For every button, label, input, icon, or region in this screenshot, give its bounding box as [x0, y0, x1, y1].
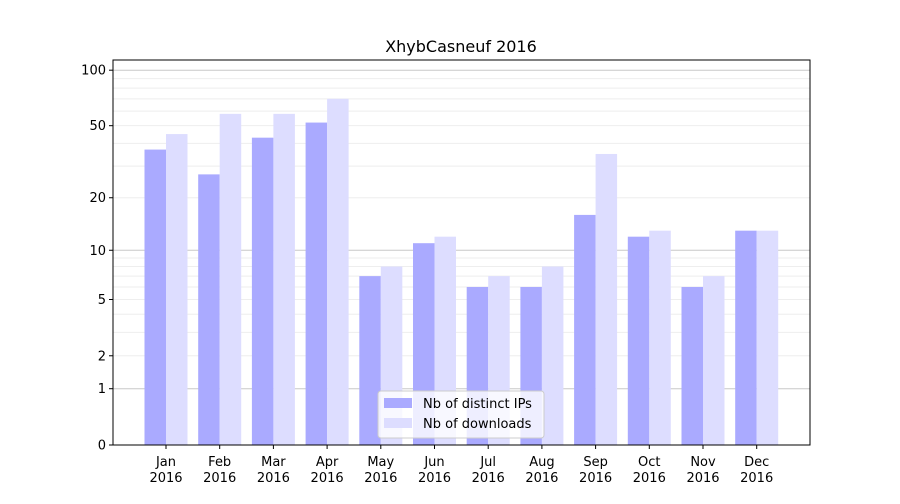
legend-label: Nb of distinct IPs [423, 397, 532, 412]
x-tick-label: 2016 [203, 471, 236, 486]
bar-downloads [595, 153, 618, 445]
x-tick-label: 2016 [257, 471, 290, 486]
bar-distinct-ips [681, 286, 703, 445]
x-tick-label: May [367, 455, 394, 470]
x-tick-label: 2016 [418, 471, 451, 486]
bar-downloads [327, 98, 349, 445]
x-tick-label: 2016 [686, 471, 719, 486]
legend-swatch [384, 398, 412, 408]
x-tick-label: Aug [529, 455, 554, 470]
y-tick-label: 1 [98, 382, 106, 397]
x-tick-label: Dec [744, 455, 769, 470]
legend-label: Nb of downloads [423, 417, 532, 432]
bar-downloads [649, 230, 671, 445]
bar-distinct-ips [198, 174, 220, 445]
bar-distinct-ips [144, 149, 166, 445]
y-tick-label: 10 [89, 244, 106, 259]
x-tick-label: Mar [261, 455, 286, 470]
x-tick-label: Feb [208, 455, 231, 470]
x-tick-label: Jun [423, 455, 444, 470]
bar-downloads [166, 134, 188, 446]
bar-downloads [273, 113, 295, 445]
y-tick-label: 5 [98, 293, 106, 308]
x-tick-label: Oct [638, 455, 660, 470]
bar-downloads [756, 230, 779, 445]
y-tick-label: 2 [98, 349, 106, 364]
chart-title: XhybCasneuf 2016 [385, 37, 537, 56]
bar-distinct-ips [251, 137, 274, 445]
x-tick-label: 2016 [311, 471, 344, 486]
bar-distinct-ips [305, 122, 328, 445]
x-tick-label: 2016 [740, 471, 773, 486]
bar-distinct-ips [627, 236, 650, 445]
x-tick-label: Jul [479, 455, 496, 470]
bar-downloads [703, 276, 725, 445]
bar-downloads [219, 113, 242, 445]
plot-frame [112, 59, 811, 446]
x-tick-label: 2016 [364, 471, 397, 486]
y-tick-label: 20 [89, 191, 106, 206]
x-tick-label: 2016 [525, 471, 558, 486]
bar-downloads [541, 266, 564, 445]
x-tick-label: 2016 [579, 471, 612, 486]
y-tick-label: 50 [89, 119, 106, 134]
x-tick-label: Sep [583, 455, 608, 470]
x-tick-label: Jan [155, 455, 176, 470]
y-tick-label: 100 [81, 64, 106, 79]
x-tick-label: 2016 [633, 471, 666, 486]
legend: Nb of distinct IPs Nb of downloads [377, 390, 545, 439]
x-tick-label: Nov [690, 455, 716, 470]
bar-distinct-ips [359, 276, 381, 445]
x-tick-label: 2016 [149, 471, 182, 486]
legend-box [377, 390, 545, 439]
bar-distinct-ips [574, 214, 596, 445]
y-tick-label: 0 [98, 439, 106, 454]
legend-swatch [384, 418, 412, 428]
x-tick-label: Apr [316, 455, 339, 470]
x-tick-label: 2016 [472, 471, 505, 486]
bar-distinct-ips [735, 230, 757, 445]
